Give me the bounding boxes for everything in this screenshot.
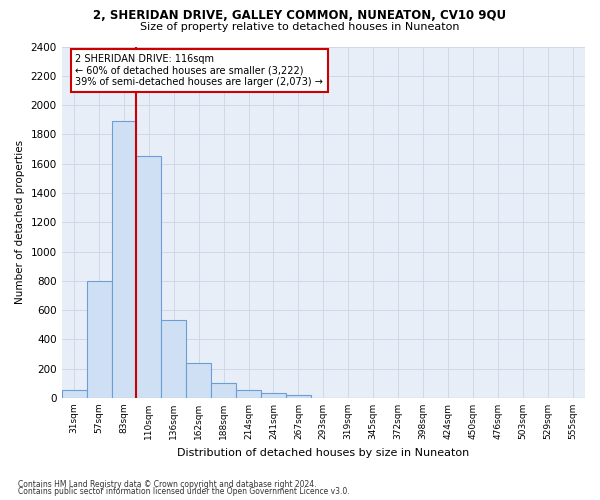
Text: 2 SHERIDAN DRIVE: 116sqm
← 60% of detached houses are smaller (3,222)
39% of sem: 2 SHERIDAN DRIVE: 116sqm ← 60% of detach…	[76, 54, 323, 87]
Bar	[161, 320, 186, 398]
Y-axis label: Number of detached properties: Number of detached properties	[15, 140, 25, 304]
Bar	[86, 281, 112, 398]
Bar	[186, 363, 211, 398]
Bar	[261, 393, 286, 398]
Text: Size of property relative to detached houses in Nuneaton: Size of property relative to detached ho…	[140, 22, 460, 32]
Bar	[286, 395, 311, 398]
Bar	[211, 382, 236, 398]
Bar	[236, 390, 261, 398]
Bar	[62, 390, 86, 398]
Text: Contains HM Land Registry data © Crown copyright and database right 2024.: Contains HM Land Registry data © Crown c…	[18, 480, 317, 489]
Bar	[112, 121, 136, 398]
X-axis label: Distribution of detached houses by size in Nuneaton: Distribution of detached houses by size …	[177, 448, 469, 458]
Text: Contains public sector information licensed under the Open Government Licence v3: Contains public sector information licen…	[18, 488, 350, 496]
Bar	[136, 156, 161, 398]
Text: 2, SHERIDAN DRIVE, GALLEY COMMON, NUNEATON, CV10 9QU: 2, SHERIDAN DRIVE, GALLEY COMMON, NUNEAT…	[94, 9, 506, 22]
